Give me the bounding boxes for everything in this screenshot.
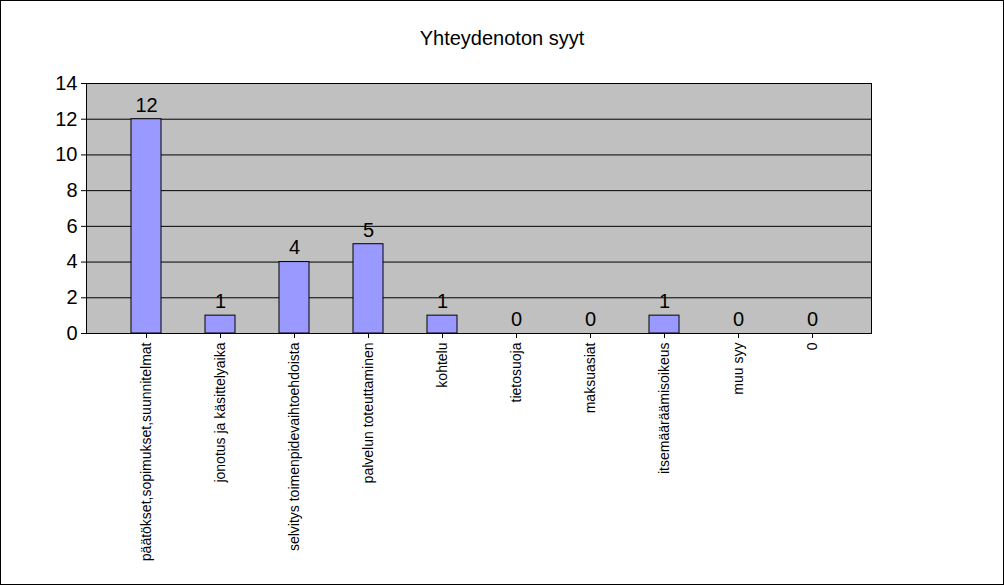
svg-text:6: 6 xyxy=(66,215,77,237)
svg-text:maksuasiat: maksuasiat xyxy=(582,342,598,413)
svg-text:0: 0 xyxy=(585,308,596,330)
svg-text:4: 4 xyxy=(66,250,77,272)
svg-text:0: 0 xyxy=(511,308,522,330)
svg-text:päätökset,sopimukset,suunnitel: päätökset,sopimukset,suunnitelmat xyxy=(138,342,154,561)
svg-text:1: 1 xyxy=(437,290,448,312)
svg-text:2: 2 xyxy=(66,286,77,308)
svg-text:4: 4 xyxy=(289,236,300,258)
svg-text:kohtelu: kohtelu xyxy=(434,343,450,388)
svg-text:jonotus ja käsittelyaika: jonotus ja käsittelyaika xyxy=(212,342,228,483)
svg-text:12: 12 xyxy=(135,94,157,116)
svg-text:1: 1 xyxy=(659,290,670,312)
svg-text:1: 1 xyxy=(215,290,226,312)
svg-text:0: 0 xyxy=(804,342,820,350)
svg-text:12: 12 xyxy=(55,108,77,130)
svg-text:10: 10 xyxy=(55,143,77,165)
svg-text:selvitys toimenpidevaihtoehdoi: selvitys toimenpidevaihtoehdoista xyxy=(286,342,302,551)
svg-text:8: 8 xyxy=(66,179,77,201)
svg-text:itsemääräämisoikeus: itsemääräämisoikeus xyxy=(656,343,672,475)
html-text:Yhteydenoton syyt: Yhteydenoton syyt xyxy=(419,27,585,49)
svg-text:5: 5 xyxy=(363,219,374,241)
svg-text:14: 14 xyxy=(55,72,77,94)
svg-text:tietosuoja: tietosuoja xyxy=(508,342,524,402)
svg-text:muu syy: muu syy xyxy=(730,343,746,395)
svg-text:0: 0 xyxy=(66,322,77,344)
svg-text:0: 0 xyxy=(733,308,744,330)
svg-text:palvelun toteuttaminen: palvelun toteuttaminen xyxy=(360,343,376,484)
svg-text:0: 0 xyxy=(807,308,818,330)
